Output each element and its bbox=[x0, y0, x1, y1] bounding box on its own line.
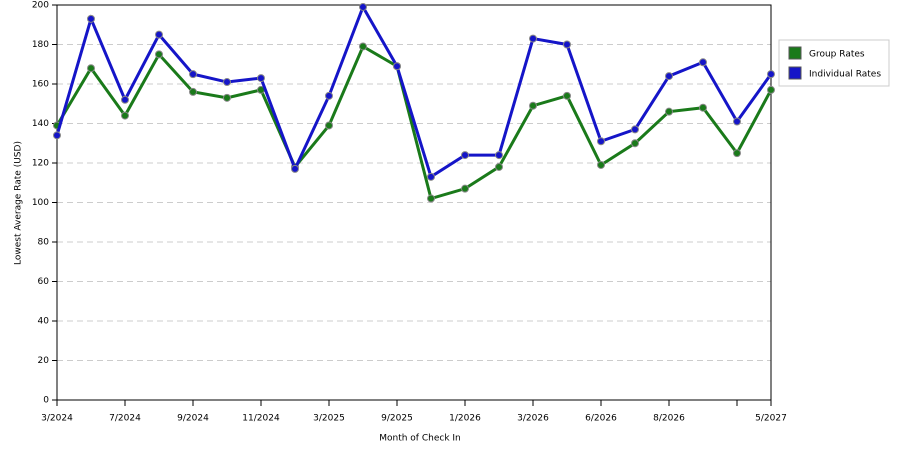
data-point bbox=[733, 117, 741, 126]
x-tick-label: 3/2024 bbox=[41, 414, 73, 424]
data-point bbox=[597, 160, 605, 169]
y-tick-label: 200 bbox=[32, 1, 49, 11]
x-tick-label: 7/2024 bbox=[109, 414, 141, 424]
data-point bbox=[461, 151, 469, 160]
data-point bbox=[291, 164, 299, 173]
data-point bbox=[121, 111, 129, 120]
y-tick-label: 20 bbox=[38, 356, 50, 366]
data-point bbox=[529, 101, 537, 110]
data-point bbox=[325, 121, 333, 130]
data-point bbox=[767, 70, 775, 79]
y-tick-label: 80 bbox=[38, 238, 50, 248]
data-point bbox=[427, 172, 435, 181]
data-point bbox=[699, 103, 707, 112]
data-point bbox=[767, 85, 775, 94]
data-point bbox=[87, 14, 95, 23]
legend-label: Group Rates bbox=[809, 50, 865, 60]
data-point bbox=[427, 194, 435, 203]
x-tick-label: 3/2025 bbox=[313, 414, 345, 424]
data-point bbox=[155, 30, 163, 39]
y-tick-label: 100 bbox=[32, 198, 49, 208]
x-tick-label: 6/2026 bbox=[585, 414, 617, 424]
data-point bbox=[631, 125, 639, 134]
data-point bbox=[359, 2, 367, 11]
data-point bbox=[393, 62, 401, 71]
plot-frame bbox=[56, 4, 772, 401]
y-tick-label: 120 bbox=[32, 159, 49, 169]
data-point bbox=[563, 40, 571, 49]
legend-swatch bbox=[788, 66, 802, 80]
y-tick-label: 0 bbox=[43, 396, 49, 406]
data-point bbox=[495, 151, 503, 160]
x-tick-label: 9/2024 bbox=[177, 414, 209, 424]
y-tick-label: 160 bbox=[32, 80, 49, 90]
y-tick-label: 60 bbox=[38, 277, 50, 287]
data-point bbox=[461, 184, 469, 193]
data-point bbox=[87, 64, 95, 73]
data-point bbox=[665, 107, 673, 116]
data-point bbox=[563, 91, 571, 100]
x-tick-label: 8/2026 bbox=[653, 414, 685, 424]
data-point bbox=[189, 70, 197, 79]
legend-swatch bbox=[788, 46, 802, 60]
data-point bbox=[631, 139, 639, 148]
x-tick-label: 11/2024 bbox=[242, 414, 280, 424]
x-axis-label: Month of Check In bbox=[379, 434, 461, 444]
data-point bbox=[665, 72, 673, 81]
data-point bbox=[257, 74, 265, 83]
data-point bbox=[529, 34, 537, 43]
y-axis-label: Lowest Average Rate (USD) bbox=[14, 141, 24, 265]
y-tick-label: 140 bbox=[32, 119, 49, 129]
x-tick-label: 9/2025 bbox=[381, 414, 413, 424]
data-point bbox=[121, 95, 129, 104]
data-point bbox=[325, 91, 333, 100]
data-point bbox=[155, 50, 163, 59]
data-point bbox=[189, 87, 197, 96]
y-tick-label: 180 bbox=[32, 40, 49, 50]
data-point bbox=[223, 93, 231, 102]
series-line bbox=[55, 44, 773, 201]
y-tick-label: 40 bbox=[38, 317, 50, 327]
x-tick-label: 3/2026 bbox=[517, 414, 549, 424]
x-tick-label: 5/2027 bbox=[755, 414, 787, 424]
data-point bbox=[597, 137, 605, 146]
x-tick-label: 1/2026 bbox=[449, 414, 481, 424]
series-line bbox=[55, 3, 773, 180]
data-point bbox=[53, 131, 61, 140]
data-point bbox=[495, 162, 503, 171]
data-point bbox=[359, 42, 367, 51]
data-point bbox=[699, 58, 707, 67]
data-point bbox=[223, 78, 231, 87]
data-point bbox=[733, 149, 741, 158]
legend-label: Individual Rates bbox=[809, 70, 881, 80]
